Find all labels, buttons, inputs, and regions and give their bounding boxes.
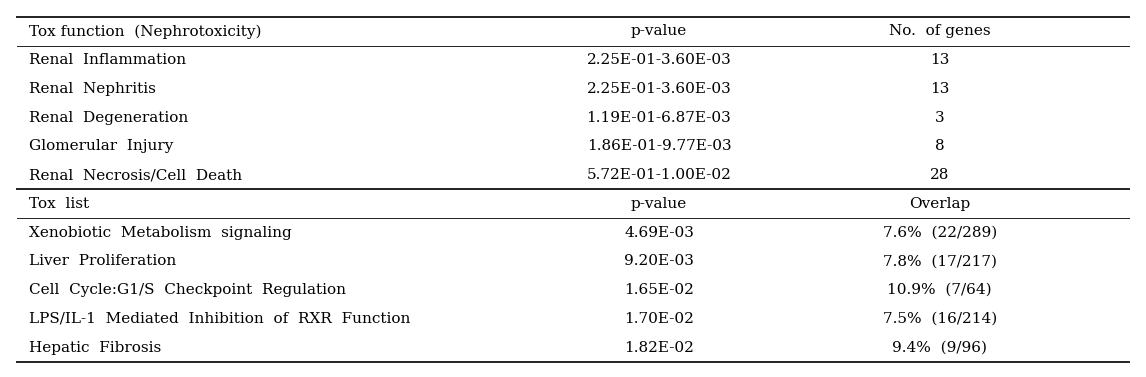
Text: 7.8%  (17/217): 7.8% (17/217): [882, 254, 997, 268]
Text: 1.82E-02: 1.82E-02: [625, 340, 693, 354]
Text: 1.65E-02: 1.65E-02: [625, 283, 693, 297]
Text: 3: 3: [935, 110, 944, 124]
Text: p-value: p-value: [630, 197, 688, 211]
Text: No.  of genes: No. of genes: [889, 25, 990, 38]
Text: Renal  Necrosis/Cell  Death: Renal Necrosis/Cell Death: [29, 168, 242, 182]
Text: 9.20E-03: 9.20E-03: [625, 254, 693, 268]
Text: Renal  Degeneration: Renal Degeneration: [29, 110, 188, 124]
Text: 1.86E-01-9.77E-03: 1.86E-01-9.77E-03: [587, 139, 731, 153]
Text: Liver  Proliferation: Liver Proliferation: [29, 254, 175, 268]
Text: 1.70E-02: 1.70E-02: [625, 312, 693, 326]
Text: 2.25E-01-3.60E-03: 2.25E-01-3.60E-03: [587, 53, 731, 67]
Text: Overlap: Overlap: [909, 197, 971, 211]
Text: p-value: p-value: [630, 25, 688, 38]
Text: 2.25E-01-3.60E-03: 2.25E-01-3.60E-03: [587, 82, 731, 96]
Text: Renal  Nephritis: Renal Nephritis: [29, 82, 156, 96]
Text: 7.5%  (16/214): 7.5% (16/214): [882, 312, 997, 326]
Text: 10.9%  (7/64): 10.9% (7/64): [887, 283, 992, 297]
Text: 9.4%  (9/96): 9.4% (9/96): [893, 340, 987, 354]
Text: Tox  list: Tox list: [29, 197, 88, 211]
Text: Tox function  (Nephrotoxicity): Tox function (Nephrotoxicity): [29, 24, 261, 38]
Text: 28: 28: [931, 168, 949, 182]
Text: 5.72E-01-1.00E-02: 5.72E-01-1.00E-02: [587, 168, 731, 182]
Text: Glomerular  Injury: Glomerular Injury: [29, 139, 173, 153]
Text: 8: 8: [935, 139, 944, 153]
Text: LPS/IL-1  Mediated  Inhibition  of  RXR  Function: LPS/IL-1 Mediated Inhibition of RXR Func…: [29, 312, 410, 326]
Text: 13: 13: [931, 82, 949, 96]
Text: 1.19E-01-6.87E-03: 1.19E-01-6.87E-03: [587, 110, 731, 124]
Text: Renal  Inflammation: Renal Inflammation: [29, 53, 186, 67]
Text: Hepatic  Fibrosis: Hepatic Fibrosis: [29, 340, 160, 354]
Text: 13: 13: [931, 53, 949, 67]
Text: 7.6%  (22/289): 7.6% (22/289): [882, 225, 997, 239]
Text: Cell  Cycle:G1/S  Checkpoint  Regulation: Cell Cycle:G1/S Checkpoint Regulation: [29, 283, 346, 297]
Text: 4.69E-03: 4.69E-03: [625, 225, 693, 239]
Text: Xenobiotic  Metabolism  signaling: Xenobiotic Metabolism signaling: [29, 225, 291, 239]
